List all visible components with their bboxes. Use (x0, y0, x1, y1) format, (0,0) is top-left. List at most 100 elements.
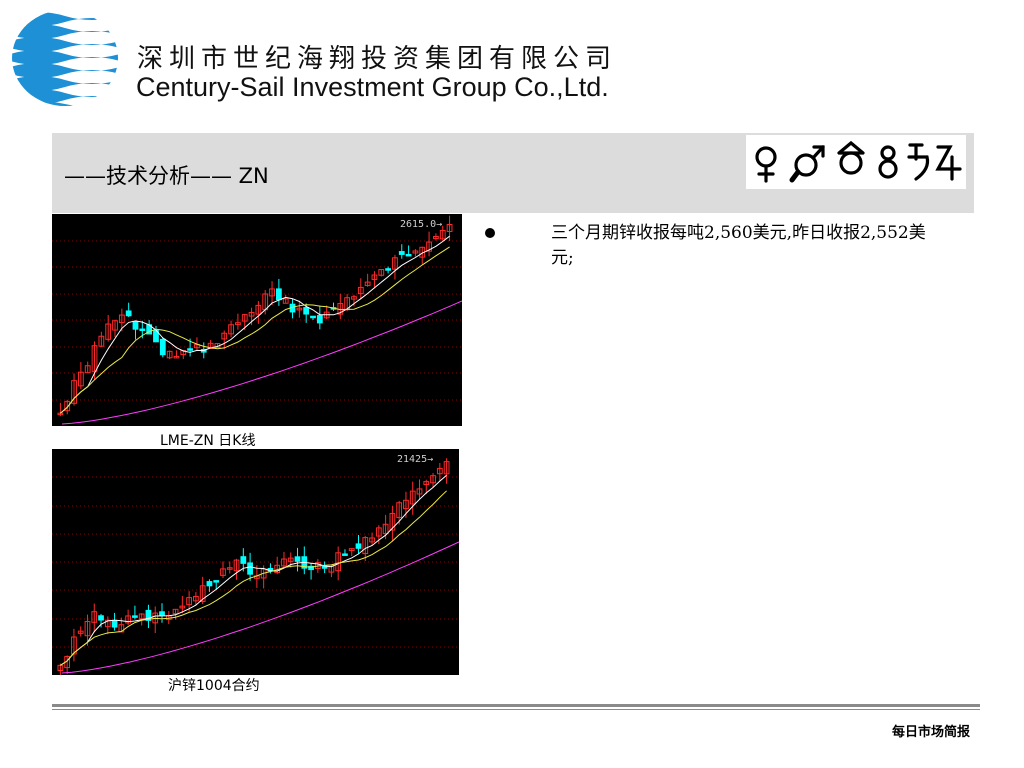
candle-body (430, 475, 436, 484)
candle-body (91, 345, 98, 372)
candle-body (248, 311, 255, 317)
section-title: ——技术分析—— ZN (64, 164, 269, 188)
candle-body (255, 304, 262, 315)
candle-body (423, 481, 430, 486)
candle-body (226, 567, 233, 570)
price-label: 2615.0→ (400, 219, 442, 230)
candle-body (77, 630, 84, 634)
candle-body (98, 615, 104, 621)
candle-body (125, 615, 132, 624)
candle-body (443, 461, 450, 475)
candle-body (378, 269, 385, 276)
candle-body (416, 488, 423, 495)
candle-body (186, 597, 192, 606)
candle-body (382, 523, 389, 535)
candle-body (57, 664, 64, 672)
chart-caption: LME-ZN 日K线 (160, 433, 256, 449)
ma-line-short (60, 474, 447, 666)
candle-body (355, 543, 362, 549)
candle-body (193, 595, 199, 602)
company-logo (10, 8, 120, 108)
candle-body (138, 613, 145, 620)
candle-body (412, 250, 419, 254)
footer-label: 每日市场简报 (891, 725, 970, 740)
candle-body (98, 335, 105, 347)
candle-body (275, 288, 282, 301)
candle-body (389, 512, 396, 531)
candle-body (308, 565, 314, 571)
candle-body (287, 557, 294, 562)
candle-body (310, 315, 316, 319)
candle-body (396, 502, 403, 518)
candle-body (433, 236, 439, 240)
candle-body (409, 490, 416, 505)
candle-body (187, 348, 194, 351)
candle-body (385, 268, 392, 271)
chart-caption: 沪锌1004合约 (168, 678, 260, 694)
ma-line-mid (60, 246, 450, 414)
candle-body (247, 562, 253, 575)
candle-body (405, 253, 412, 257)
candle-body (84, 365, 91, 374)
candle-body (145, 609, 152, 621)
jupiter-icon (935, 145, 962, 181)
candle-body (281, 558, 287, 567)
candle-body (228, 324, 234, 335)
node-icon (837, 140, 865, 175)
footer-divider-thin (52, 709, 980, 710)
candle-body (132, 321, 139, 330)
candle-body (152, 612, 159, 624)
candle-body (64, 401, 71, 412)
earth-icon (878, 145, 898, 179)
candle-body (220, 568, 226, 576)
candle-body (342, 553, 348, 556)
candle-body (159, 611, 165, 616)
candle-body (240, 556, 247, 564)
candle-body (179, 605, 186, 609)
candle-body (125, 310, 132, 317)
ma-line-mid (60, 490, 447, 666)
mars-icon (789, 145, 825, 183)
candle-body (369, 537, 375, 543)
candle-body (296, 307, 303, 311)
candle-body (173, 355, 180, 359)
astrological-symbols (746, 135, 966, 189)
price-label: 21425→ (397, 454, 433, 465)
candle-body (348, 548, 355, 552)
candle-body (403, 499, 409, 510)
candle-body (269, 288, 275, 297)
candle-body (111, 620, 118, 628)
candle-body (172, 608, 179, 615)
candle-body (282, 298, 289, 304)
candle-body (392, 257, 398, 270)
company-name-chinese: 深圳市世纪海翔投资集团有限公司 (137, 44, 618, 74)
section-banner: ——技术分析—— ZN (52, 133, 974, 213)
candle-body (357, 286, 364, 295)
candle-body (71, 636, 77, 655)
candle-body (213, 580, 220, 583)
candle-body (260, 568, 267, 579)
candle-body (398, 251, 405, 255)
ma-line-long (61, 300, 462, 425)
candle-body (375, 527, 382, 537)
candle-body (71, 380, 77, 404)
candle-body (221, 332, 228, 340)
candle-body (241, 314, 248, 322)
saturn-icon (907, 143, 930, 181)
ma-line-short (60, 235, 450, 414)
candle-body (446, 223, 453, 232)
shfe-zn-1004-chart: 21425→ (52, 449, 459, 675)
lme-zn-daily-chart: 2615.0→ (52, 214, 462, 426)
candle-body (439, 229, 446, 240)
candle-body (351, 296, 357, 300)
candle-body (139, 328, 146, 332)
candle-body (233, 559, 240, 572)
footer-divider (52, 704, 980, 707)
company-name-english: Century-Sail Investment Group Co.,Ltd. (136, 72, 609, 102)
candle-body (166, 350, 173, 359)
market-note: 三个月期锌收报每吨2,560美元,昨日收报2,552美元; (551, 223, 926, 268)
candle-body (362, 537, 369, 555)
candle-body (303, 307, 310, 315)
candle-body (91, 611, 98, 623)
candle-body (112, 320, 118, 331)
